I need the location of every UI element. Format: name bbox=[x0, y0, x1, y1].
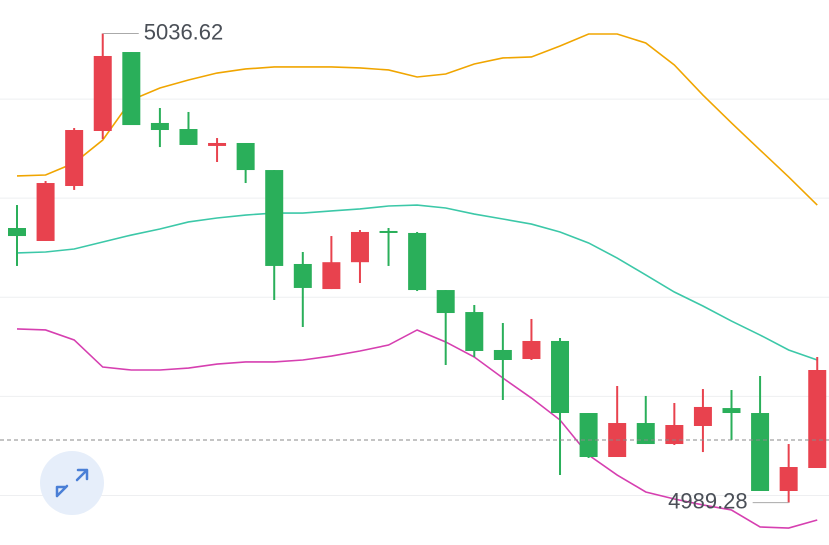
candle-body bbox=[779, 467, 798, 491]
candle-body bbox=[122, 52, 141, 126]
candle-body bbox=[265, 170, 284, 266]
expand-icon[interactable] bbox=[55, 468, 89, 498]
band-line bbox=[16, 33, 818, 206]
candle-body bbox=[751, 413, 770, 491]
candle-body bbox=[236, 142, 255, 171]
candle-body bbox=[636, 423, 655, 445]
candle-body bbox=[551, 340, 570, 414]
candle-body bbox=[65, 130, 84, 186]
candle-body bbox=[208, 142, 227, 146]
candle-body bbox=[465, 312, 484, 351]
candle-body bbox=[36, 183, 55, 241]
candle-body bbox=[408, 232, 427, 291]
band-line bbox=[16, 204, 818, 361]
candle-body bbox=[322, 262, 341, 290]
candle-body bbox=[665, 425, 684, 445]
candle-body bbox=[722, 408, 741, 414]
band-line bbox=[16, 328, 818, 529]
candle-body bbox=[93, 55, 112, 131]
candle-body bbox=[579, 413, 598, 458]
candle-body bbox=[522, 340, 541, 360]
candle-body bbox=[150, 122, 169, 131]
candle-body bbox=[693, 406, 712, 426]
candle-body bbox=[293, 263, 312, 288]
expand-button-bg[interactable] bbox=[40, 451, 104, 515]
candle-body bbox=[493, 349, 512, 360]
min-label: 4989.28 bbox=[668, 488, 748, 513]
candle-body bbox=[179, 129, 198, 145]
expand-button[interactable] bbox=[40, 451, 104, 515]
max-label: 5036.62 bbox=[144, 19, 224, 44]
candle-body bbox=[8, 228, 26, 237]
candle-body bbox=[379, 230, 398, 233]
candle-body bbox=[808, 370, 827, 469]
candle-body bbox=[350, 231, 369, 263]
candle-body bbox=[436, 290, 455, 314]
